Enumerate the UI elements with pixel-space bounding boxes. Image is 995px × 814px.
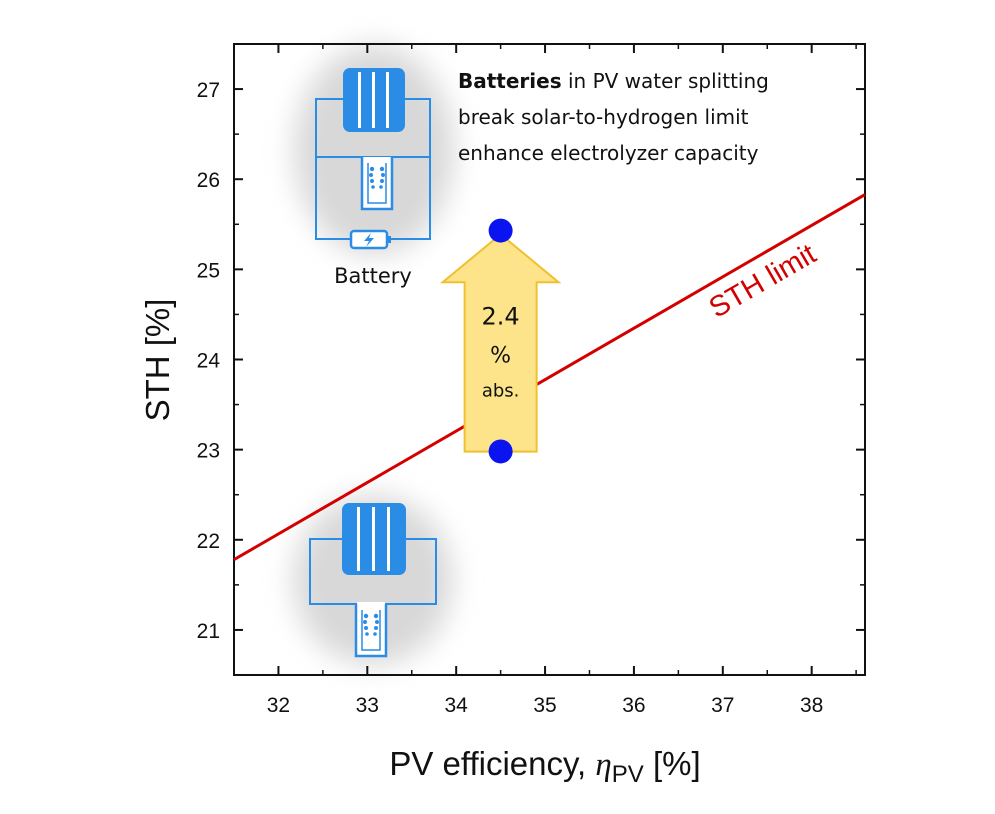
headline-line-3: enhance electrolyzer capacity xyxy=(458,141,759,165)
battery-icon xyxy=(349,229,391,250)
y-tick-label: 24 xyxy=(197,350,221,373)
icon-glows xyxy=(293,45,454,665)
y-tick-label: 27 xyxy=(197,79,220,102)
data-point xyxy=(488,439,513,464)
data-point xyxy=(488,218,513,243)
x-axis-title-symbol: η xyxy=(595,747,611,783)
arrow-abs-label: abs. xyxy=(482,380,520,401)
x-tick-label: 36 xyxy=(622,694,645,717)
icon-glow xyxy=(293,495,453,665)
y-axis-title: STH [%] xyxy=(139,299,176,422)
solar-panel-icon xyxy=(342,503,406,575)
x-axis-title-unit: [%] xyxy=(644,745,701,782)
icon-glow xyxy=(294,45,454,255)
headline-bold: Batteries xyxy=(458,69,562,93)
y-tick-labels: 21 22 23 24 25 26 27 xyxy=(197,79,221,643)
x-tick-label: 32 xyxy=(267,694,290,717)
x-axis-title-subscript: PV xyxy=(612,761,644,788)
sth-limit-label: STH limit xyxy=(704,238,822,325)
pv-electrolyzer-icon xyxy=(309,503,437,658)
increase-arrow xyxy=(439,233,562,453)
x-tick-label: 34 xyxy=(445,694,469,717)
headline-line-2: break solar-to-hydrogen limit xyxy=(458,105,749,129)
battery-label: Battery xyxy=(334,264,412,288)
arrow-value-label: 2.4 xyxy=(482,302,520,330)
x-tick-label: 33 xyxy=(356,694,379,717)
electrolyzer-icon xyxy=(360,157,394,211)
headline-line-1: Batteries in PV water splitting xyxy=(458,69,769,93)
headline-rest: in PV water splitting xyxy=(562,69,769,93)
x-tick-label: 35 xyxy=(533,694,556,717)
arrow-unit-label: % xyxy=(490,343,511,368)
y-tick-label: 23 xyxy=(197,440,220,463)
y-tick-label: 25 xyxy=(197,259,220,282)
x-tick-labels: 32 33 34 35 36 37 38 xyxy=(267,694,824,717)
electrolyzer-icon xyxy=(354,602,388,658)
sth-limit-line xyxy=(233,193,866,561)
solar-panel-icon xyxy=(343,68,405,132)
battery-circuit-icon xyxy=(315,68,431,250)
x-axis-title-main: PV efficiency, xyxy=(389,745,595,782)
y-tick-label: 26 xyxy=(197,169,220,192)
axis-ticks xyxy=(234,44,865,675)
x-tick-label: 38 xyxy=(800,694,823,717)
x-axis-title: PV efficiency, ηPV [%] xyxy=(389,745,700,788)
y-tick-label: 22 xyxy=(197,530,220,553)
y-tick-label: 21 xyxy=(197,620,220,643)
data-points xyxy=(488,218,513,464)
x-tick-label: 37 xyxy=(711,694,734,717)
